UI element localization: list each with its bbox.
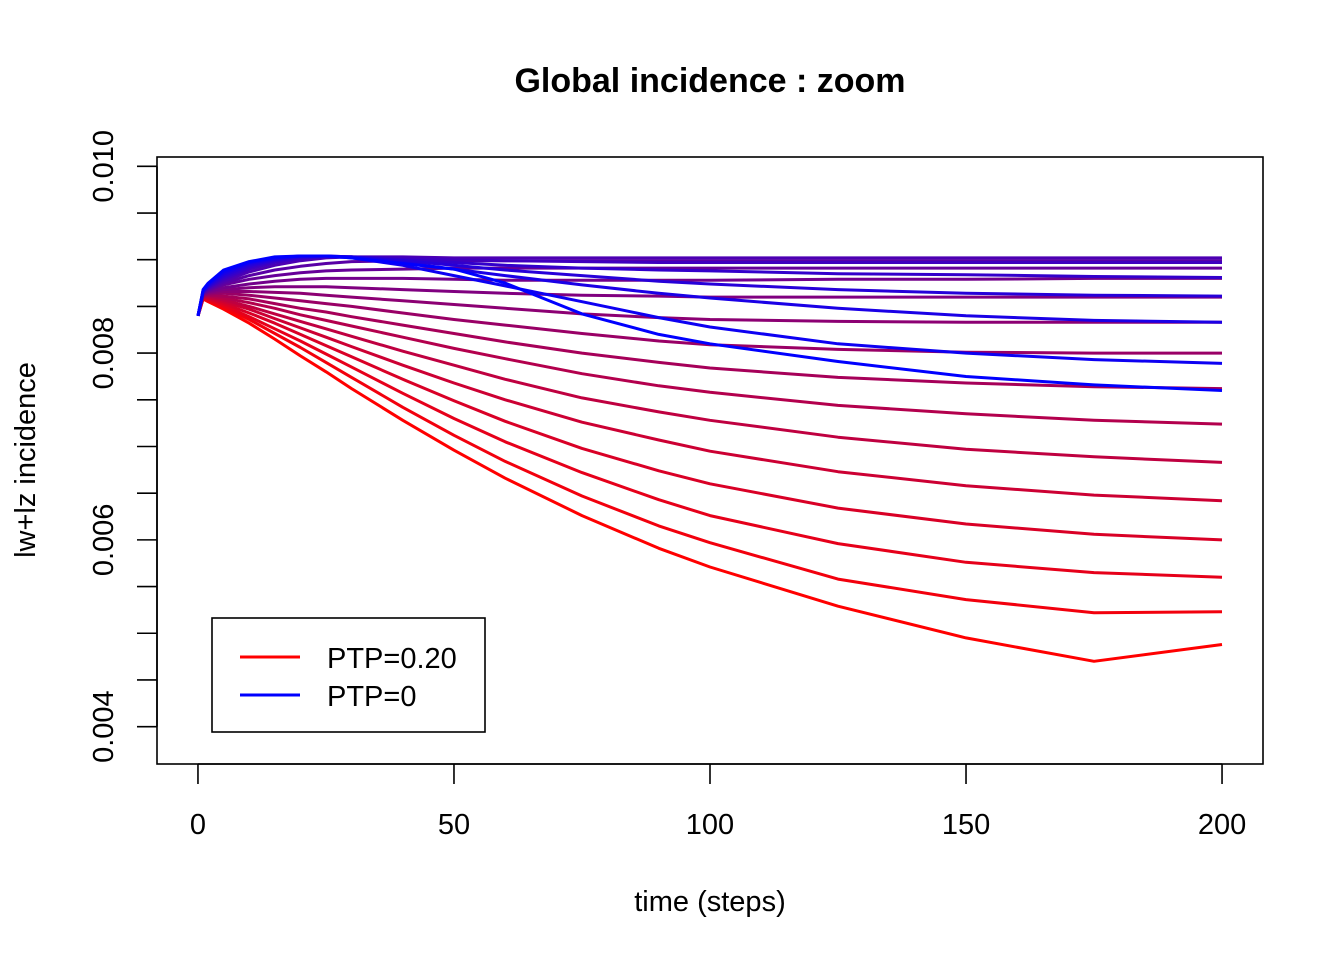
series-line-5 (196, 295, 1223, 464)
x-tick-label-0: 0 (190, 809, 206, 841)
x-tick-label-3: 150 (942, 809, 990, 841)
legend: PTP=0.20 PTP=0 (211, 617, 486, 733)
series-line-12 (196, 266, 1222, 317)
series-line-0 (196, 297, 1223, 663)
legend-box (211, 617, 486, 733)
series-line-1 (196, 297, 1223, 615)
series-line-3 (196, 296, 1223, 542)
series-line-10 (196, 285, 1222, 317)
series-line-6 (196, 294, 1223, 426)
x-tick-label-2: 100 (686, 809, 734, 841)
y-axis: 0.004 0.006 0.008 0.010 (88, 130, 158, 763)
x-axis: 0 50 100 150 200 (190, 763, 1246, 841)
series-line-9 (196, 290, 1222, 324)
series-layer (196, 254, 1223, 663)
series-line-7 (196, 293, 1223, 391)
series-line-20 (196, 254, 1223, 392)
x-axis-label: time (steps) (634, 886, 785, 918)
legend-label-0: PTP=0.20 (327, 643, 457, 675)
x-tick-label-4: 200 (1198, 809, 1246, 841)
series-line-15 (196, 255, 1222, 317)
series-line-4 (196, 295, 1223, 503)
series-line-2 (196, 296, 1223, 579)
y-tick-label-2: 0.008 (88, 317, 120, 390)
series-line-11 (196, 276, 1222, 317)
y-axis-label: lw+lz incidence (10, 362, 42, 558)
chart-title: Global incidence : zoom (514, 62, 905, 100)
y-tick-label-3: 0.010 (88, 130, 120, 203)
y-tick-label-0: 0.004 (88, 690, 120, 763)
legend-label-1: PTP=0 (327, 681, 416, 713)
series-line-17 (196, 254, 1223, 317)
series-line-8 (196, 291, 1222, 355)
x-tick-label-1: 50 (438, 809, 470, 841)
y-tick-label-1: 0.006 (88, 504, 120, 577)
